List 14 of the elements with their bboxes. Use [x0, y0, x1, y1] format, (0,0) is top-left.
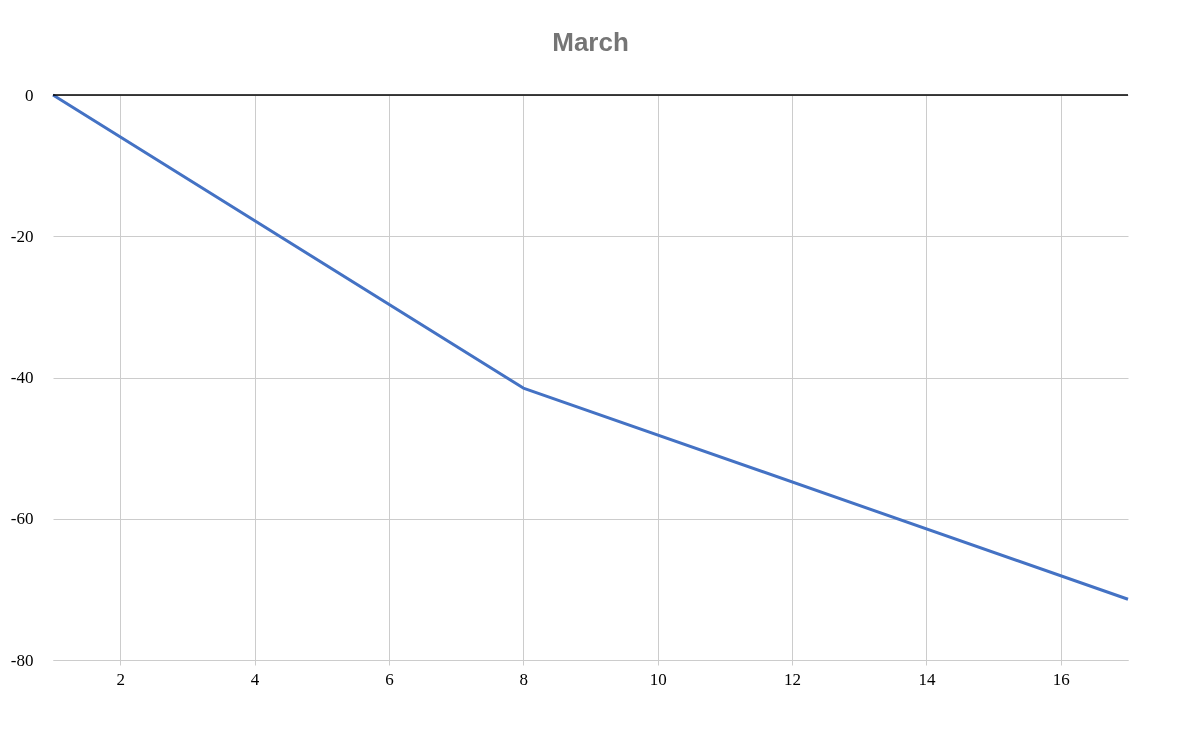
- y-tick-label: -60: [10, 509, 34, 529]
- y-tick-label: -20: [10, 226, 34, 246]
- x-tick-label: 12: [784, 669, 802, 689]
- x-tick-label: 14: [918, 669, 936, 689]
- y-tick-label: -40: [10, 368, 34, 387]
- x-tick-label: 2: [116, 669, 125, 689]
- x-tick-label: 4: [250, 669, 260, 689]
- chart-title: March: [552, 27, 629, 57]
- y-tick-label: -80: [10, 650, 34, 670]
- x-tick-label: 16: [1052, 669, 1070, 689]
- x-tick-label: 10: [649, 669, 667, 689]
- x-tick-label: 6: [385, 669, 394, 689]
- x-tick-label: 8: [519, 669, 529, 689]
- y-tick-label: 0: [25, 85, 34, 105]
